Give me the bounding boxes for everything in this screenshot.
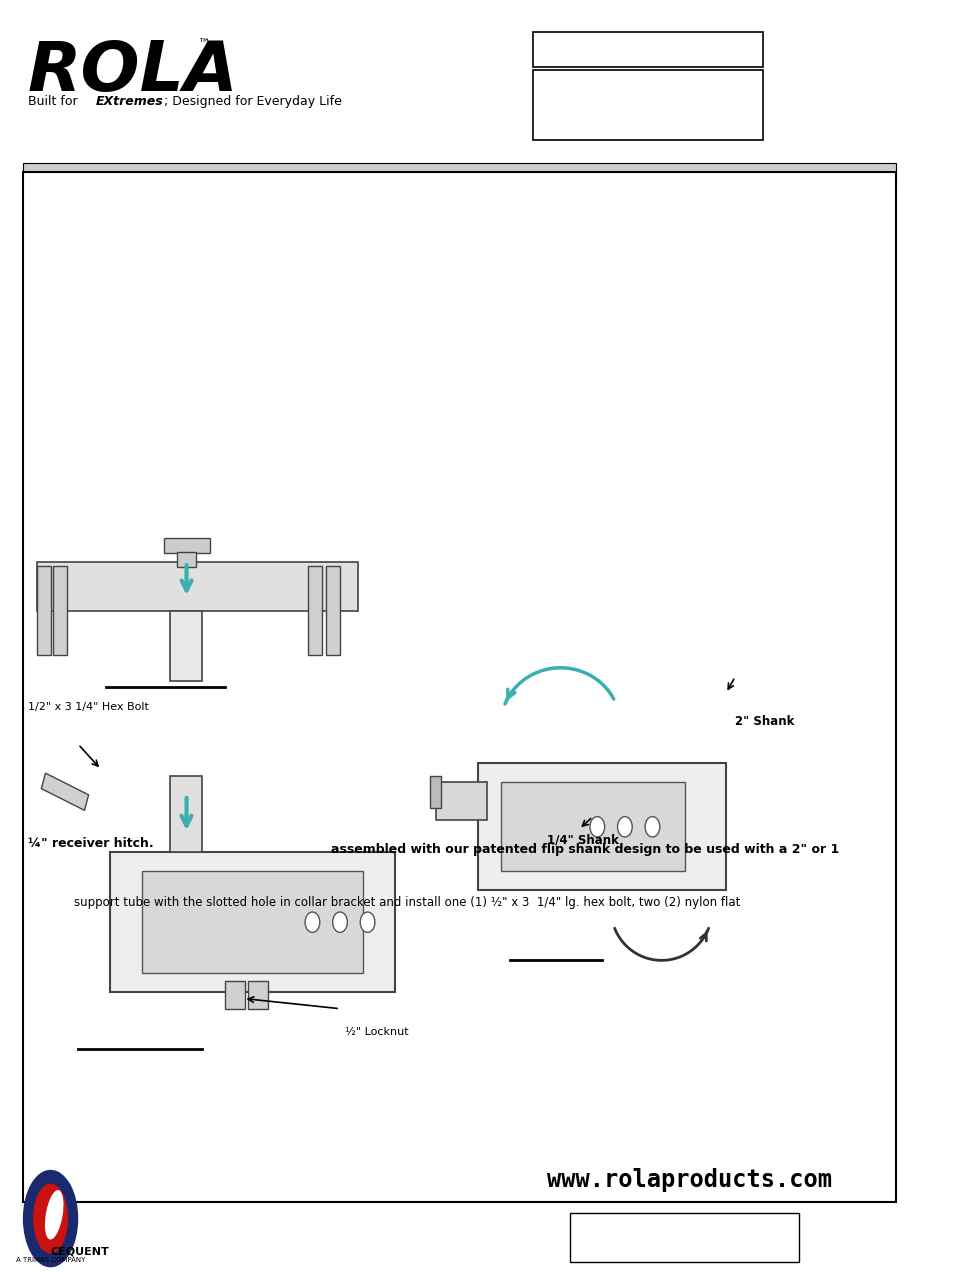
Text: ; Designed for Everyday Life: ; Designed for Everyday Life [163,95,341,108]
Circle shape [333,912,347,932]
Circle shape [305,912,319,932]
Text: 1/2" x 3 1/4" Hex Bolt: 1/2" x 3 1/4" Hex Bolt [28,702,149,712]
Bar [142,871,362,973]
Bar [37,562,358,611]
Bar [37,566,51,655]
Bar [225,981,245,1009]
Bar [163,538,210,553]
Text: ½" Locknut: ½" Locknut [344,1027,408,1037]
Bar [41,773,89,810]
Text: Built for: Built for [28,95,81,108]
Text: assembled with our patented flip shank design to be used with a 2" or 1: assembled with our patented flip shank d… [331,843,839,856]
Circle shape [644,817,659,837]
Ellipse shape [24,1170,77,1266]
Text: 2" Shank: 2" Shank [735,715,794,728]
Bar [533,32,761,67]
Text: www.rolaproducts.com: www.rolaproducts.com [546,1168,831,1192]
Circle shape [589,817,604,837]
Text: CEQUENT: CEQUENT [51,1247,110,1257]
Bar [569,1213,799,1262]
Text: EXtremes: EXtremes [95,95,163,108]
Bar [170,611,202,681]
Bar [23,172,895,1202]
Bar [500,782,684,871]
Text: ™: ™ [197,38,210,51]
Circle shape [617,817,632,837]
Bar [477,763,725,890]
Bar [170,776,202,852]
Text: 1/4" Shank: 1/4" Shank [546,833,618,846]
Circle shape [360,912,375,932]
Bar [533,70,761,140]
Bar [177,552,195,567]
Text: ROLA: ROLA [28,38,238,106]
Bar [248,981,268,1009]
Bar [430,776,440,808]
Ellipse shape [33,1183,68,1254]
Bar [326,566,339,655]
Bar [436,782,487,820]
Text: support tube with the slotted hole in collar bracket and install one (1) ½" x 3 : support tube with the slotted hole in co… [73,897,740,909]
Bar [111,852,395,992]
Text: ¼" receiver hitch.: ¼" receiver hitch. [28,837,153,850]
Bar [308,566,321,655]
Bar [53,566,67,655]
Bar [23,163,895,186]
Text: A TRIMAS COMPANY: A TRIMAS COMPANY [16,1257,85,1263]
Ellipse shape [45,1191,64,1239]
